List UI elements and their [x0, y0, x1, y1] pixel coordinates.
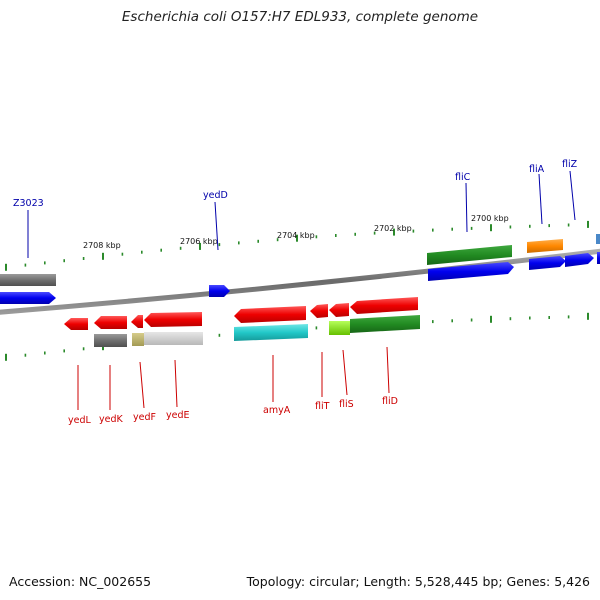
- gene-flis-feature-bar: [329, 321, 350, 335]
- map-title: Escherichia coli O157:H7 EDL933, complet…: [121, 9, 479, 25]
- gene-yedl[interactable]: [64, 318, 88, 330]
- genome-backbone: [0, 248, 600, 315]
- gene-label-flis[interactable]: fliS: [339, 399, 354, 410]
- gene-amya-arrow: [234, 306, 306, 323]
- upper-tick-row: [5, 220, 589, 271]
- genome-stats: Topology: circular; Length: 5,528,445 bp…: [246, 574, 590, 589]
- gene-fliz-arrow: [565, 253, 594, 267]
- scale-label-2700: 2700 kbp: [471, 214, 509, 223]
- gene-yedd[interactable]: [209, 285, 230, 297]
- gene-yedf-arrow: [131, 315, 143, 328]
- gene-yedk-feature-bar: [94, 334, 127, 347]
- gene-z3023-arrow: [0, 292, 56, 304]
- gene-yedf-feature-bar: [132, 333, 144, 346]
- gene-flia-arrow: [529, 256, 566, 270]
- gene-label-yedl[interactable]: yedL: [68, 415, 91, 426]
- gene-label-fliz[interactable]: fliZ: [562, 159, 578, 170]
- gene-flis-arrow: [329, 303, 349, 317]
- scale-label-2702: 2702 kbp: [374, 224, 412, 233]
- gene-flic-feature-bar: [427, 245, 512, 265]
- gene-yedd-arrow: [209, 285, 230, 297]
- gene-yedf[interactable]: [131, 315, 144, 346]
- gene-edge-fragment: [596, 234, 600, 264]
- reverse-label-lines: [77, 346, 390, 410]
- gene-flid-arrow: [350, 297, 418, 314]
- gene-label-flic[interactable]: fliC: [455, 172, 471, 183]
- gene-flia-feature-bar: [527, 239, 563, 253]
- gene-yedl-arrow: [64, 318, 88, 330]
- scale-label-2704: 2704 kbp: [277, 231, 315, 240]
- gene-z3023-feature-bar: [0, 274, 56, 286]
- gene-label-yedd[interactable]: yedD: [203, 190, 228, 201]
- gene-label-z3023[interactable]: Z3023: [13, 198, 44, 209]
- gene-flis[interactable]: [329, 303, 350, 335]
- gene-label-amya[interactable]: amyA: [263, 405, 291, 416]
- gene-flid-feature-bar: [350, 315, 420, 333]
- gene-yedk-arrow: [94, 316, 127, 329]
- gene-flit[interactable]: [310, 304, 328, 318]
- accession-label: Accession: NC_002655: [9, 574, 152, 589]
- gene-yede-feature-bar: [144, 332, 203, 345]
- gene-label-flid[interactable]: fliD: [382, 396, 398, 407]
- gene-yede[interactable]: [144, 312, 203, 345]
- gene-label-flia[interactable]: fliA: [529, 164, 545, 175]
- gene-amya[interactable]: [234, 306, 308, 341]
- gene-flic[interactable]: [427, 245, 514, 281]
- forward-label-lines: [27, 170, 576, 258]
- gene-label-yedk[interactable]: yedK: [99, 414, 123, 425]
- gene-yedk[interactable]: [94, 316, 127, 347]
- gene-flic-arrow: [428, 262, 514, 281]
- gene-amya-feature-bar: [234, 324, 308, 341]
- gene-z3023[interactable]: [0, 274, 56, 304]
- gene-label-yede[interactable]: yedE: [166, 410, 190, 421]
- scale-label-2706: 2706 kbp: [180, 237, 218, 246]
- scale-label-2708: 2708 kbp: [83, 241, 121, 250]
- gene-flia[interactable]: [527, 239, 566, 270]
- gene-flid[interactable]: [350, 297, 420, 333]
- gene-fliz[interactable]: [565, 253, 594, 267]
- gene-flit-arrow: [310, 304, 328, 318]
- gene-label-yedf[interactable]: yedF: [133, 412, 156, 423]
- gene-label-flit[interactable]: fliT: [315, 401, 330, 412]
- gene-yede-arrow: [144, 312, 202, 327]
